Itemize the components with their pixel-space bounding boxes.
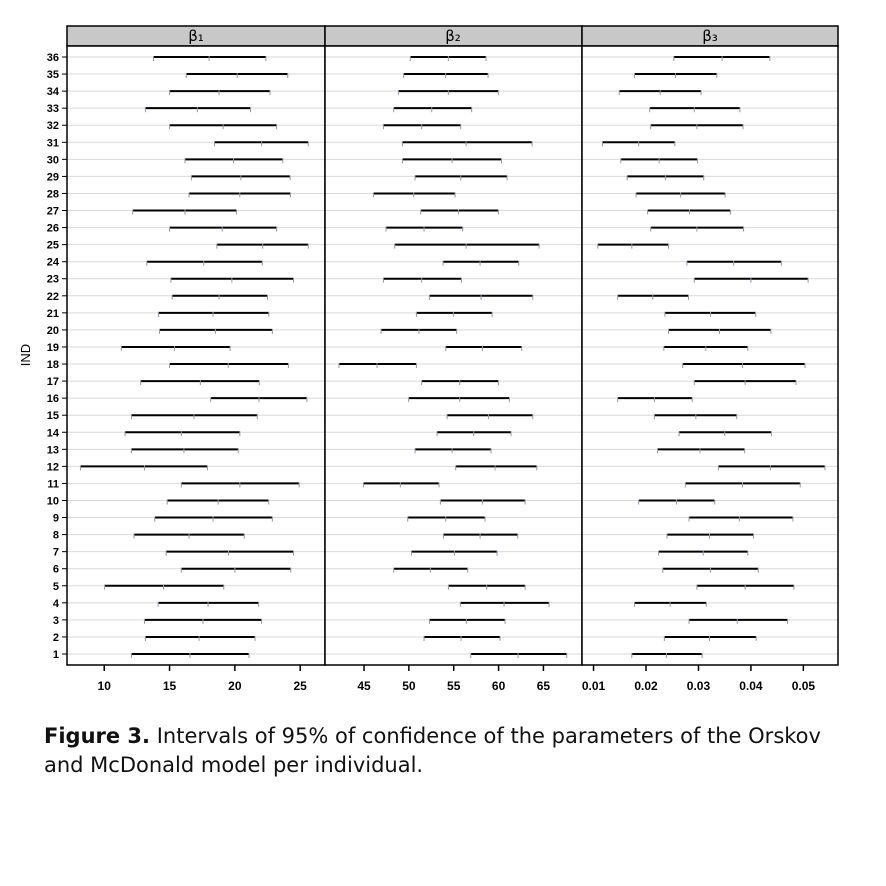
- y-tick-label: 10: [47, 495, 59, 507]
- panel-3: 0.01 0.02 0.03 0.04 0.05: [581, 25, 839, 693]
- y-tick-label: 6: [53, 564, 59, 576]
- y-tick-label: 25: [47, 240, 59, 252]
- y-tick-label: 24: [47, 257, 60, 269]
- y-tick-label: 33: [47, 103, 59, 115]
- panel-border: [581, 45, 839, 666]
- panel-2: 45 50 55 60 65: [324, 25, 583, 693]
- y-axis-label: IND: [18, 344, 33, 366]
- y-tick-label: 22: [47, 291, 59, 303]
- x-tick-label: 45: [357, 679, 371, 693]
- y-tick-label: 3: [53, 615, 59, 627]
- x-tick-label: 10: [98, 679, 112, 693]
- y-tick-label: 12: [47, 461, 59, 473]
- x-tick-label: 65: [537, 679, 551, 693]
- y-tick-label: 17: [47, 376, 59, 388]
- strip-label-beta3: β₃: [702, 27, 718, 45]
- y-tick-label: 1: [53, 649, 59, 661]
- panel-background: [325, 46, 582, 665]
- y-tick-label: 31: [47, 137, 59, 149]
- y-tick-label: 30: [47, 154, 59, 166]
- x-tick-label: 50: [402, 679, 416, 693]
- x-tick-label: 60: [492, 679, 506, 693]
- y-tick-label: 8: [53, 530, 59, 542]
- y-tick-label: 11: [47, 478, 59, 490]
- x-tick-label: 15: [163, 679, 177, 693]
- x-tick-label: 0.02: [634, 679, 658, 693]
- y-tick-label: 21: [47, 308, 59, 320]
- y-tick-label: 29: [47, 171, 59, 183]
- panel-background: [582, 46, 838, 665]
- y-tick-label: 18: [47, 359, 59, 371]
- y-tick-label: 19: [47, 342, 59, 354]
- y-tick-label: 27: [47, 206, 59, 218]
- figure-caption: Figure 3. Intervals of 95% of confidence…: [44, 722, 864, 780]
- y-tick-label: 5: [53, 581, 59, 593]
- y-tick-label: 7: [53, 547, 59, 559]
- y-tick-label: 15: [47, 410, 59, 422]
- y-tick-label: 36: [47, 52, 59, 64]
- y-tick-label: 35: [47, 69, 59, 81]
- caption-label: Figure 3.: [44, 724, 151, 748]
- panel-background: [67, 46, 325, 665]
- y-tick-label: 14: [47, 427, 60, 439]
- x-tick-label: 0.01: [582, 679, 606, 693]
- y-tick-label: 32: [47, 120, 59, 132]
- strip-label-beta1: β₁: [188, 27, 204, 45]
- y-tick-label: 2: [53, 632, 59, 644]
- y-tick-label: 34: [47, 86, 60, 98]
- y-tick-label: 9: [53, 513, 59, 525]
- x-tick-label: 55: [447, 679, 461, 693]
- y-tick-label: 20: [47, 325, 59, 337]
- y-tick-label: 16: [47, 393, 59, 405]
- y-tick-label: 13: [47, 444, 59, 456]
- panel-1: 10 15 20 25: [66, 25, 326, 693]
- y-tick-label: 4: [53, 598, 60, 610]
- strip-label-beta2: β₂: [445, 27, 461, 45]
- x-tick-label: 0.03: [687, 679, 711, 693]
- y-tick-label: 28: [47, 188, 59, 200]
- x-tick-label: 25: [294, 679, 308, 693]
- interval-chart: 10 15 20 25 45 50 55 60 65 0.01 0.02 0.03 0.04 0.0512…: [18, 25, 839, 693]
- caption-text: Intervals of 95% of confidence of the pa…: [44, 724, 821, 777]
- x-tick-label: 0.05: [792, 679, 816, 693]
- y-tick-label: 23: [47, 274, 59, 286]
- x-tick-label: 0.04: [739, 679, 763, 693]
- y-tick-label: 26: [47, 223, 59, 235]
- x-tick-label: 20: [228, 679, 242, 693]
